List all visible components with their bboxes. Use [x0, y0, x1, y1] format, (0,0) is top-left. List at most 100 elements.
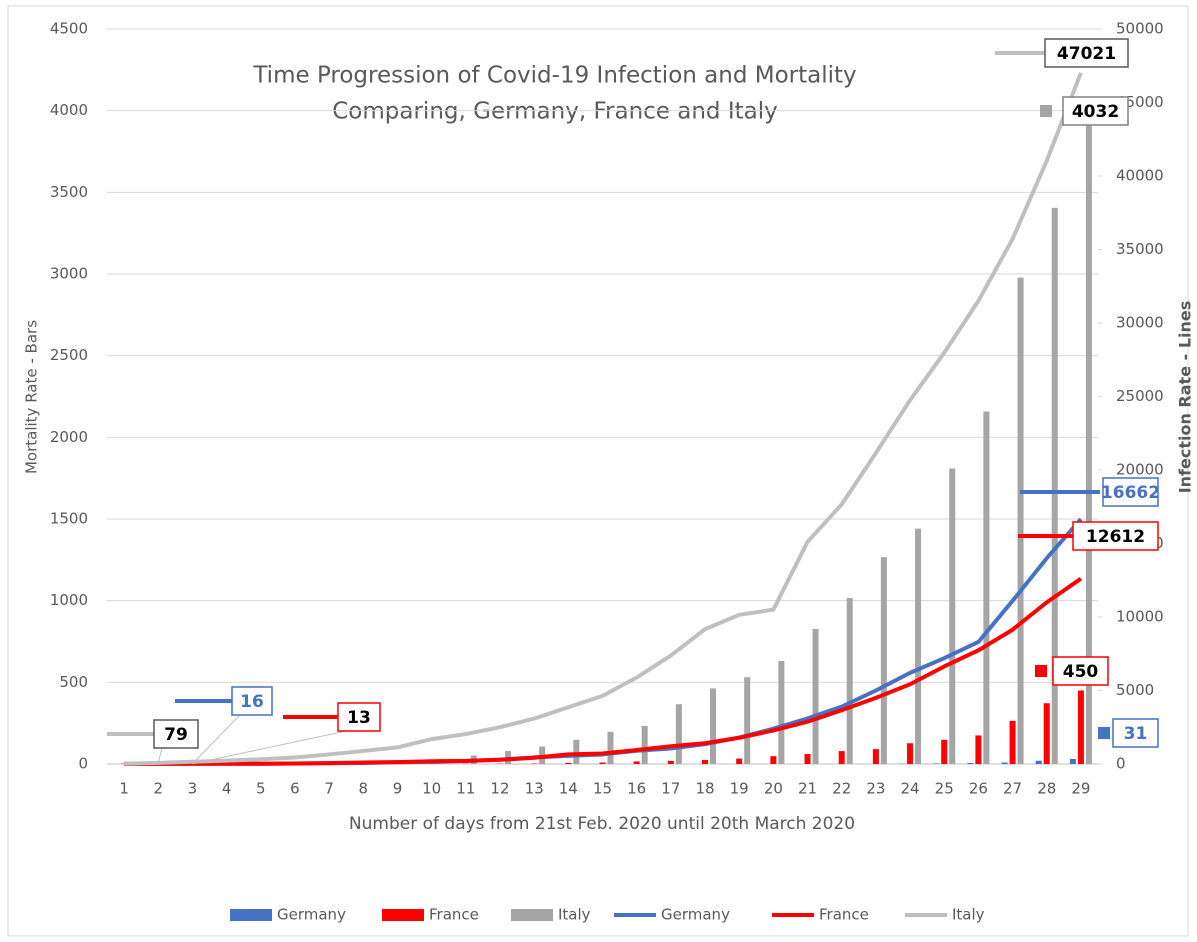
callout-box: [1062, 96, 1129, 126]
bar: [872, 749, 879, 764]
data-label: 13: [347, 708, 371, 728]
callout-box: [231, 686, 273, 716]
x-tick-label: 9: [393, 780, 403, 798]
bar: [770, 756, 777, 764]
x-tick-label: 5: [256, 780, 266, 798]
legend-label: France: [819, 906, 869, 924]
x-tick-label: 3: [188, 780, 198, 798]
line: [124, 517, 1083, 766]
callout-key: [1098, 727, 1110, 739]
y2-tick-label: 40000: [1116, 167, 1164, 185]
legend-label: Germany: [277, 906, 346, 924]
x-tick-label: 20: [764, 780, 783, 798]
bar: [573, 739, 580, 764]
x-tick-label: 10: [422, 780, 441, 798]
bar: [1001, 762, 1008, 764]
callout-box: [337, 702, 381, 732]
x-tick-label: 22: [832, 780, 851, 798]
chart-frame: [7, 5, 1189, 937]
legend-swatch: [230, 909, 272, 921]
x-tick-label: 27: [1003, 780, 1022, 798]
y2-tick-label: 30000: [1116, 314, 1164, 332]
leader-line: [157, 747, 163, 763]
x-tick-label: 29: [1071, 780, 1090, 798]
bar: [607, 731, 614, 764]
y-tick-label: 3500: [50, 183, 88, 201]
data-label: 4032: [1072, 102, 1119, 122]
bar: [915, 528, 922, 764]
bar: [941, 739, 948, 764]
data-label: 16: [240, 692, 264, 712]
bar: [949, 468, 956, 764]
data-label: 79: [164, 725, 188, 745]
bar: [812, 628, 819, 764]
bar: [880, 557, 887, 764]
x-tick-label: 14: [559, 780, 578, 798]
legend-swatch: [511, 909, 553, 921]
bar: [1051, 207, 1058, 765]
y2-tick-label: 10000: [1116, 608, 1164, 626]
y2-tick-label: 50000: [1116, 20, 1164, 38]
x-tick-label: 6: [290, 780, 300, 798]
bar: [1077, 690, 1084, 764]
data-label: 12612: [1086, 527, 1145, 547]
y2-tick-label: 0: [1116, 755, 1126, 773]
legend-swatch: [382, 909, 424, 921]
y2-tick-label: 25000: [1116, 387, 1164, 405]
bar: [778, 660, 785, 764]
x-tick-label: 11: [456, 780, 475, 798]
x-tick-label: 17: [661, 780, 680, 798]
x-tick-label: 8: [359, 780, 369, 798]
legend-label: Italy: [558, 906, 591, 924]
bar: [702, 759, 709, 764]
leader-line: [192, 714, 241, 765]
bar: [1043, 703, 1050, 764]
bar: [804, 754, 811, 764]
bar: [736, 758, 743, 764]
bar: [599, 762, 606, 764]
bar: [983, 411, 990, 764]
x-tick-label: 19: [730, 780, 749, 798]
legend-label: France: [429, 906, 479, 924]
bar: [641, 725, 648, 764]
x-tick-label: 7: [324, 780, 334, 798]
x-axis-title: Number of days from 21st Feb. 2020 until…: [349, 814, 855, 834]
callout-box: [1102, 477, 1159, 507]
bar: [744, 677, 751, 764]
x-tick-label: 2: [153, 780, 163, 798]
line: [124, 72, 1083, 766]
y-tick-label: 2000: [50, 428, 88, 446]
y2-tick-label: 5000: [1116, 681, 1154, 699]
x-tick-label: 21: [798, 780, 817, 798]
x-tick-label: 23: [866, 780, 885, 798]
y-tick-label: 4500: [50, 20, 88, 38]
x-tick-label: 15: [593, 780, 612, 798]
bar: [1069, 758, 1076, 764]
bar: [1035, 760, 1042, 764]
x-tick-label: 4: [222, 780, 232, 798]
bar: [846, 598, 853, 764]
legend-label: Germany: [661, 906, 730, 924]
x-tick-label: 13: [525, 780, 544, 798]
bar: [838, 751, 845, 764]
callout-key: [1040, 105, 1052, 117]
y-tick-label: 1000: [50, 591, 88, 609]
leader-line: [192, 730, 347, 765]
bar: [1017, 277, 1024, 764]
x-tick-label: 26: [969, 780, 988, 798]
legend-label: Italy: [952, 906, 985, 924]
data-label: 450: [1063, 662, 1099, 682]
y2-tick-label: 20000: [1116, 461, 1164, 479]
bar: [1085, 105, 1092, 764]
bar: [633, 761, 640, 764]
y-tick-label: 2500: [50, 346, 88, 364]
chart-title: Time Progression of Covid-19 Infection a…: [252, 63, 856, 89]
bar: [1009, 720, 1016, 764]
callout-box: [1052, 656, 1109, 686]
x-tick-label: 12: [490, 780, 509, 798]
data-label: 16662: [1101, 483, 1160, 503]
callout-box: [1112, 718, 1159, 748]
chart-title: Comparing, Germany, France and Italy: [332, 99, 777, 125]
